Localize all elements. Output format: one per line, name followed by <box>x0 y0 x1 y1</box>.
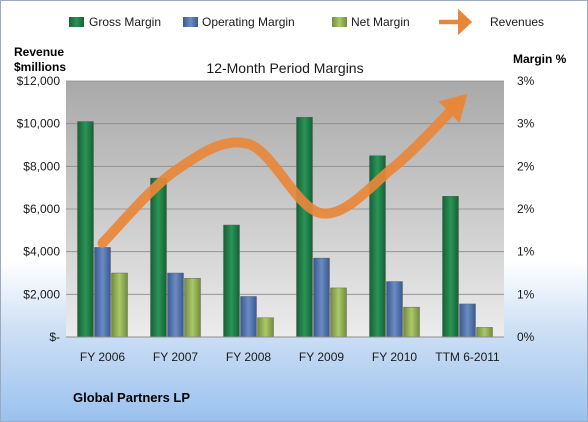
right-tick-label: 0% <box>517 330 535 344</box>
bar-gross-margin <box>77 121 94 338</box>
legend-swatch-gross-margin <box>69 17 84 27</box>
left-tick-label: $- <box>49 330 60 344</box>
x-tick-label: FY 2008 <box>226 350 271 364</box>
x-tick-label: FY 2006 <box>80 350 125 364</box>
bar-operating-margin <box>313 257 330 338</box>
left-axis-title-line2: $millions <box>14 60 66 74</box>
legend: Gross Margin Operating Margin Net Margin… <box>69 8 544 36</box>
legend-label-net-margin: Net Margin <box>351 15 410 29</box>
legend-label-revenues: Revenues <box>490 15 544 29</box>
legend-swatch-net-margin <box>332 17 347 27</box>
bar-operating-margin <box>459 303 476 338</box>
revenue-line <box>97 93 468 249</box>
bar-operating-margin <box>240 296 257 338</box>
left-tick-label: $12,000 <box>17 74 61 88</box>
revenue-arrowhead <box>438 93 468 123</box>
bar-operating-margin <box>167 272 184 338</box>
legend-label-gross-margin: Gross Margin <box>89 15 161 29</box>
right-axis: 0% 1% 1% 2% 2% 3% 3% <box>517 74 535 344</box>
left-tick-label: $2,000 <box>23 287 60 301</box>
left-axis-title-line1: Revenue <box>14 45 64 59</box>
chart-title: 12-Month Period Margins <box>206 60 363 76</box>
revenue-line-path <box>97 95 466 249</box>
right-tick-label: 1% <box>517 287 535 301</box>
left-tick-label: $6,000 <box>23 202 60 216</box>
right-tick-label: 1% <box>517 245 535 259</box>
bar-gross-margin <box>442 195 459 338</box>
x-tick-label: FY 2009 <box>299 350 344 364</box>
bar-net-margin <box>476 327 493 338</box>
right-tick-label: 2% <box>517 202 535 216</box>
right-tick-label: 3% <box>517 117 535 131</box>
right-tick-label: 3% <box>517 74 535 88</box>
bar-net-margin <box>111 272 128 338</box>
x-axis: FY 2006 FY 2007 FY 2008 FY 2009 FY 2010 TTM 6… <box>80 350 500 364</box>
x-tick-label: FY 2010 <box>372 350 417 364</box>
x-tick-label: FY 2007 <box>153 350 198 364</box>
bar-operating-margin <box>386 281 403 338</box>
left-tick-label: $10,000 <box>17 117 61 131</box>
left-tick-label: $4,000 <box>23 245 60 259</box>
right-axis-title: Margin % <box>513 52 567 66</box>
bar-gross-margin <box>150 177 167 338</box>
bar-group <box>77 117 493 338</box>
bar-net-margin <box>184 278 201 338</box>
x-tick-label: TTM 6-2011 <box>435 350 500 364</box>
bar-net-margin <box>257 317 274 338</box>
legend-label-operating-margin: Operating Margin <box>202 15 295 29</box>
bar-net-margin <box>330 287 347 338</box>
left-axis: $- $2,000 $4,000 $6,000 $8,000 $10,000 $12,000 <box>17 74 61 344</box>
bar-operating-margin <box>94 247 111 338</box>
right-tick-label: 2% <box>517 159 535 173</box>
bar-gross-margin <box>223 224 240 338</box>
legend-swatch-operating-margin <box>183 17 198 27</box>
bar-net-margin <box>403 306 420 338</box>
bar-gross-margin <box>296 117 313 338</box>
footer-company-name: Global Partners LP <box>73 390 190 405</box>
left-tick-label: $8,000 <box>23 159 60 173</box>
